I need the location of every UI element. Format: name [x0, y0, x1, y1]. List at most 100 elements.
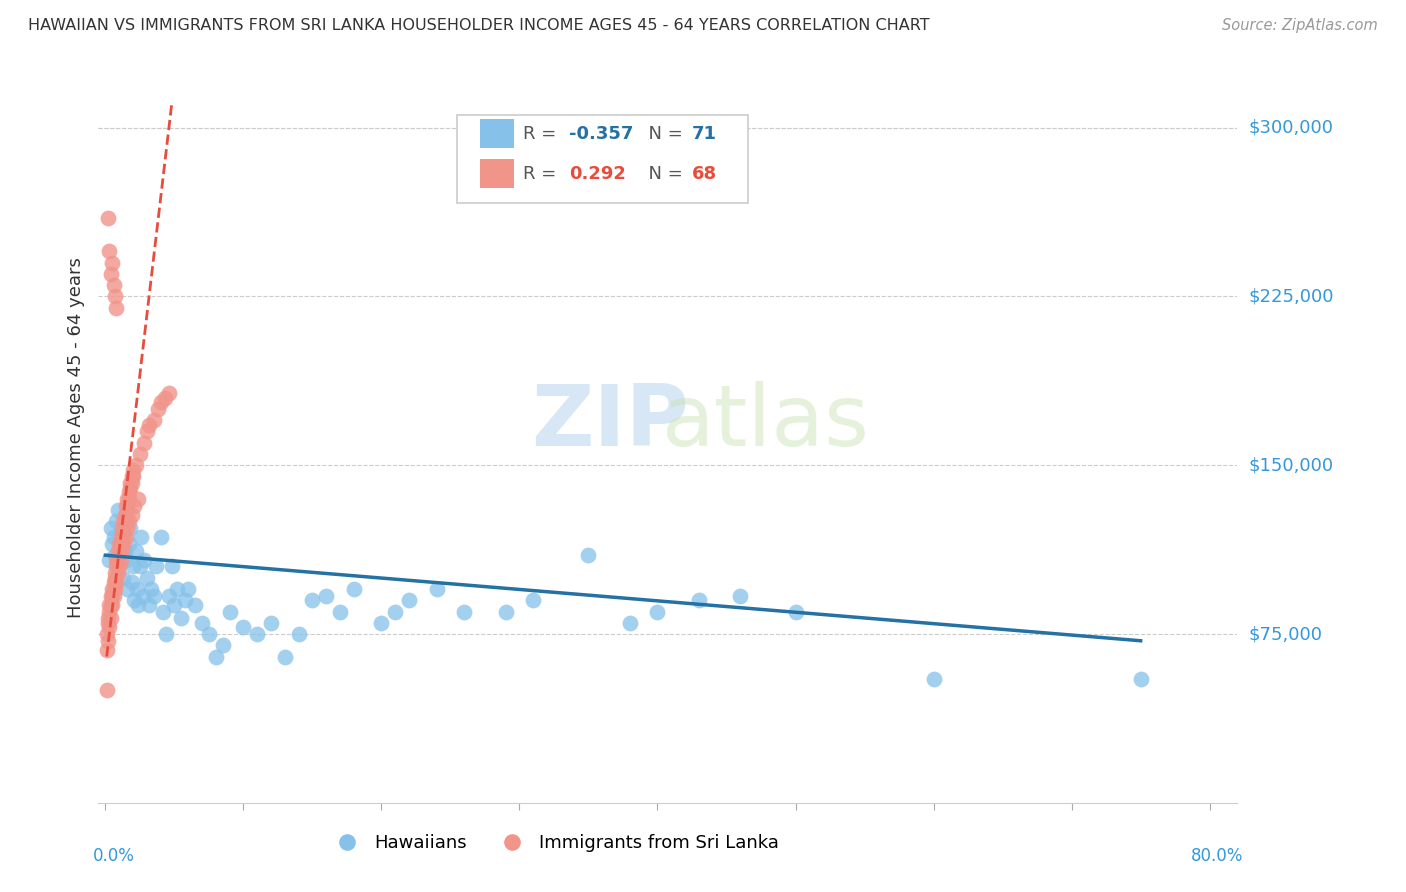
Point: [108, 548, 131, 562]
Point: [426, 582, 449, 596]
Point: [274, 649, 297, 664]
Point: [112, 571, 135, 585]
Text: 71: 71: [692, 125, 717, 143]
Text: -0.357: -0.357: [569, 125, 633, 143]
Point: [128, 447, 150, 461]
Point: [122, 463, 145, 477]
Point: [100, 589, 122, 603]
Point: [122, 559, 145, 574]
Point: [108, 559, 131, 574]
Point: [111, 521, 134, 535]
Point: [191, 615, 214, 630]
Point: [103, 575, 125, 590]
Point: [688, 593, 710, 607]
Point: [1129, 672, 1152, 686]
Point: [103, 530, 125, 544]
Point: [112, 525, 135, 540]
Text: ZIP: ZIP: [531, 381, 689, 464]
Point: [149, 395, 172, 409]
Point: [100, 611, 122, 625]
Text: $300,000: $300,000: [1249, 119, 1333, 136]
Point: [135, 571, 157, 585]
Point: [117, 491, 139, 506]
Point: [118, 537, 141, 551]
Point: [114, 543, 136, 558]
Point: [174, 593, 197, 607]
Point: [107, 566, 129, 581]
Point: [121, 508, 143, 522]
Point: [108, 537, 131, 551]
Text: $225,000: $225,000: [1249, 287, 1334, 305]
Point: [110, 537, 132, 551]
Point: [124, 593, 146, 607]
Text: 0.0%: 0.0%: [93, 847, 135, 864]
Point: [157, 386, 180, 401]
Point: [522, 593, 544, 607]
Point: [146, 401, 169, 416]
Legend: Hawaiians, Immigrants from Sri Lanka: Hawaiians, Immigrants from Sri Lanka: [322, 827, 786, 860]
Point: [107, 553, 129, 567]
Point: [184, 598, 207, 612]
Point: [111, 543, 134, 558]
Point: [104, 571, 127, 585]
Point: [152, 605, 174, 619]
Point: [647, 605, 669, 619]
Point: [128, 559, 150, 574]
Point: [157, 589, 180, 603]
Point: [111, 530, 134, 544]
Point: [105, 301, 128, 315]
Bar: [479, 159, 515, 188]
Point: [101, 582, 124, 596]
Point: [97, 611, 120, 625]
Point: [142, 589, 165, 603]
Point: [145, 559, 167, 574]
Text: Source: ZipAtlas.com: Source: ZipAtlas.com: [1222, 18, 1378, 33]
Point: [96, 627, 118, 641]
Point: [260, 615, 283, 630]
Point: [103, 278, 125, 293]
Point: [135, 425, 157, 439]
Point: [121, 575, 143, 590]
Point: [287, 627, 309, 641]
Point: [139, 582, 162, 596]
Point: [170, 611, 193, 625]
Point: [107, 503, 129, 517]
Point: [117, 499, 139, 513]
Point: [120, 476, 142, 491]
Text: $150,000: $150,000: [1249, 456, 1333, 475]
Point: [125, 582, 148, 596]
Point: [163, 598, 186, 612]
Point: [129, 530, 152, 544]
Point: [117, 521, 139, 535]
Point: [107, 543, 129, 558]
Point: [120, 521, 142, 535]
Point: [166, 582, 188, 596]
Y-axis label: Householder Income Ages 45 - 64 years: Householder Income Ages 45 - 64 years: [66, 257, 84, 617]
Text: HAWAIIAN VS IMMIGRANTS FROM SRI LANKA HOUSEHOLDER INCOME AGES 45 - 64 YEARS CORR: HAWAIIAN VS IMMIGRANTS FROM SRI LANKA HO…: [28, 18, 929, 33]
Point: [97, 211, 120, 225]
Text: N =: N =: [637, 165, 689, 183]
Point: [329, 605, 352, 619]
Point: [100, 267, 122, 281]
Point: [453, 605, 475, 619]
Point: [101, 589, 124, 603]
Point: [177, 582, 200, 596]
Point: [138, 417, 160, 432]
Point: [96, 642, 118, 657]
Point: [204, 649, 226, 664]
Text: N =: N =: [637, 125, 689, 143]
Point: [922, 672, 945, 686]
Point: [118, 491, 141, 506]
Point: [97, 633, 120, 648]
Point: [153, 391, 176, 405]
Point: [104, 548, 127, 562]
Point: [578, 548, 600, 562]
Point: [127, 491, 149, 506]
Point: [103, 589, 125, 603]
Point: [110, 525, 132, 540]
Point: [127, 598, 149, 612]
Point: [370, 615, 392, 630]
Point: [101, 537, 124, 551]
Point: [730, 589, 752, 603]
Point: [100, 521, 122, 535]
